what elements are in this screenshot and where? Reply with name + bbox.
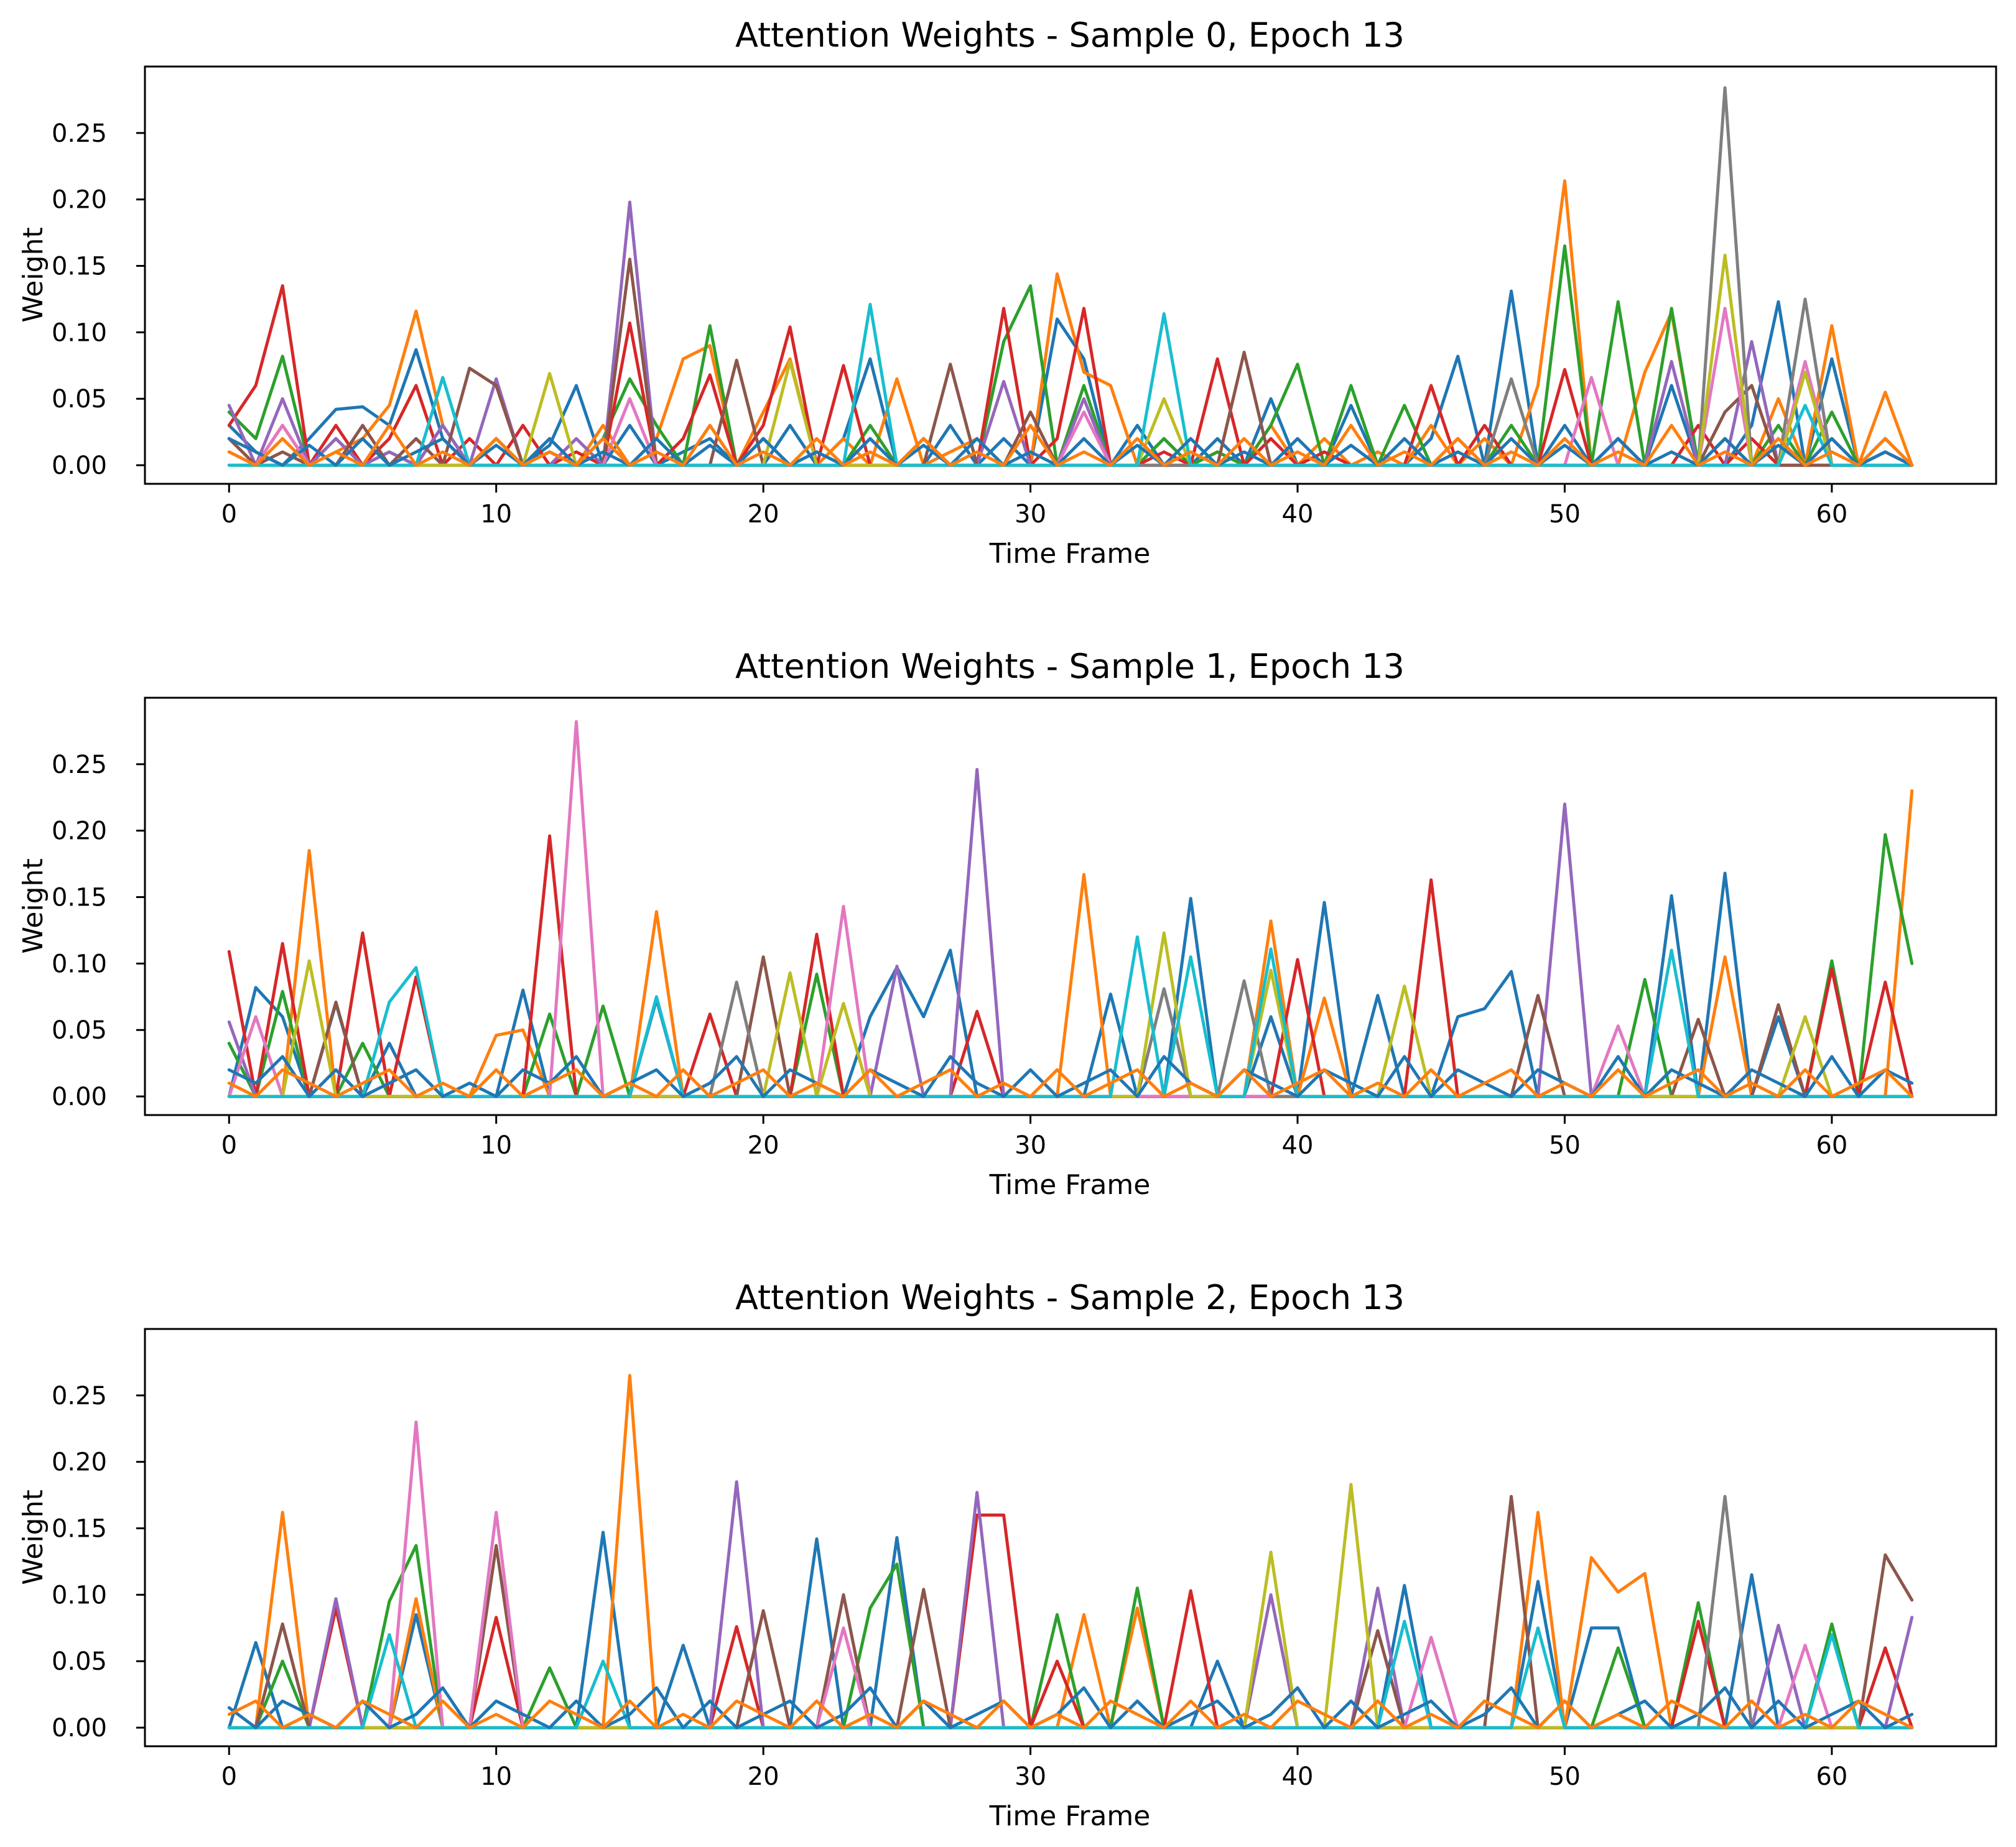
x-tick-label: 10 <box>480 1131 512 1160</box>
x-tick-label: 60 <box>1816 1762 1847 1791</box>
x-tick-label: 0 <box>221 1762 237 1791</box>
series-line-9 <box>227 303 1914 467</box>
y-tick-label: 0.20 <box>52 1448 107 1477</box>
x-tick-label: 20 <box>748 1131 779 1160</box>
x-tick-label: 0 <box>221 1131 237 1160</box>
x-tick-label: 60 <box>1816 500 1847 529</box>
chart-title: Attention Weights - Sample 1, Epoch 13 <box>735 647 1405 686</box>
x-tick-label: 40 <box>1282 1131 1314 1160</box>
y-tick-label: 0.10 <box>52 1581 107 1609</box>
y-tick-label: 0.00 <box>52 1714 107 1743</box>
plot-area-frame <box>144 697 1997 1116</box>
series-line-11 <box>227 1699 1914 1729</box>
chart-title: Attention Weights - Sample 2, Epoch 13 <box>735 1278 1405 1317</box>
series-line-11 <box>227 1068 1914 1098</box>
series-line-9 <box>227 935 1914 1098</box>
y-tick-label: 0.10 <box>52 950 107 978</box>
y-tick-label: 0.05 <box>52 1016 107 1045</box>
x-axis-label: Time Frame <box>989 1169 1151 1201</box>
chart-panel-1: Attention Weights - Sample 1, Epoch 13 W… <box>17 647 1997 1201</box>
x-axis-label: Time Frame <box>989 538 1151 570</box>
x-tick-label: 50 <box>1549 1762 1581 1791</box>
x-tick-label: 60 <box>1816 1131 1847 1160</box>
series-line-10 <box>227 1686 1914 1729</box>
y-tick-label: 0.15 <box>52 884 107 912</box>
chart-title: Attention Weights - Sample 0, Epoch 13 <box>735 16 1405 55</box>
y-axis-label: Weight <box>17 227 49 322</box>
y-tick-label: 0.25 <box>52 751 107 779</box>
chart-panel-2: Attention Weights - Sample 2, Epoch 13 W… <box>17 1278 1997 1832</box>
x-tick-label: 30 <box>1015 1131 1046 1160</box>
x-tick-label: 20 <box>748 500 779 529</box>
x-tick-label: 20 <box>748 1762 779 1791</box>
y-tick-label: 0.25 <box>52 1382 107 1410</box>
x-tick-label: 50 <box>1549 500 1581 529</box>
x-tick-label: 10 <box>480 500 512 529</box>
y-tick-label: 0.00 <box>52 451 107 480</box>
plot-area-frame <box>144 65 1997 485</box>
x-axis-label: Time Frame <box>989 1800 1151 1832</box>
series-line-10 <box>227 437 1914 467</box>
y-tick-label: 0.20 <box>52 186 107 215</box>
y-tick-label: 0.25 <box>52 119 107 148</box>
x-tick-label: 10 <box>480 1762 512 1791</box>
x-tick-label: 50 <box>1549 1131 1581 1160</box>
y-axis-label: Weight <box>17 858 49 953</box>
x-tick-label: 30 <box>1015 500 1046 529</box>
x-tick-label: 40 <box>1282 1762 1314 1791</box>
y-tick-label: 0.15 <box>52 1515 107 1544</box>
y-tick-label: 0.15 <box>52 252 107 281</box>
plot-area-frame <box>144 1328 1997 1747</box>
y-tick-label: 0.20 <box>52 817 107 846</box>
series-line-11 <box>227 424 1914 467</box>
y-tick-label: 0.10 <box>52 318 107 347</box>
x-tick-label: 0 <box>221 500 237 529</box>
chart-panel-0: Attention Weights - Sample 0, Epoch 13 W… <box>17 16 1997 570</box>
y-tick-label: 0.05 <box>52 385 107 414</box>
y-tick-label: 0.00 <box>52 1083 107 1111</box>
y-axis-label: Weight <box>17 1489 49 1585</box>
x-tick-label: 30 <box>1015 1762 1046 1791</box>
x-tick-label: 40 <box>1282 500 1314 529</box>
series-line-9 <box>227 1619 1914 1729</box>
y-tick-label: 0.05 <box>52 1647 107 1676</box>
